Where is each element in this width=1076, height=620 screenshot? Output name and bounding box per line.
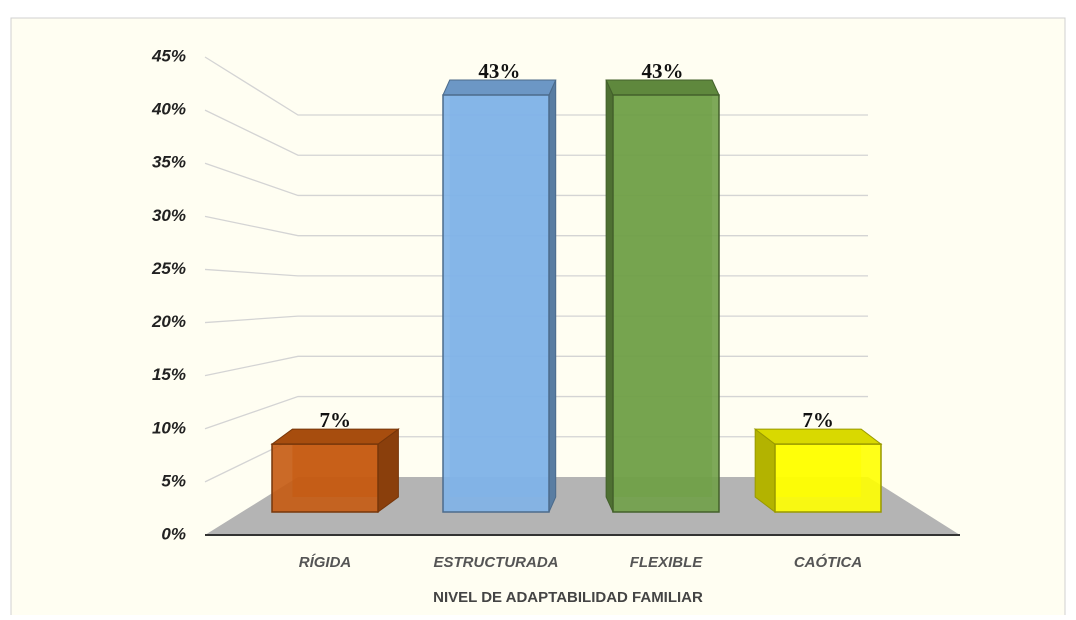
bar-front [774, 443, 882, 513]
y-tick-label: 25% [151, 259, 186, 278]
bar-front [612, 94, 720, 513]
value-label: 7% [319, 408, 351, 432]
bar-front [271, 443, 379, 513]
x-tick-label: CAÓTICA [794, 553, 862, 571]
bar-side [548, 79, 557, 513]
y-tick-label: 10% [152, 418, 186, 437]
y-tick-label: 0% [161, 524, 186, 543]
value-label: 7% [802, 408, 834, 432]
x-tick-label: FLEXIBLE [630, 554, 703, 571]
y-tick-label: 30% [152, 206, 186, 225]
bar [442, 79, 557, 513]
bar [753, 428, 883, 514]
bar-front [442, 94, 550, 513]
y-tick-label: 5% [161, 471, 186, 490]
y-tick-label: 20% [151, 312, 186, 331]
y-tick-label: 15% [152, 365, 186, 384]
bar [270, 428, 400, 513]
x-axis-label: NIVEL DE ADAPTABILIDAD FAMILIAR [433, 589, 703, 606]
bar [605, 79, 720, 513]
y-tick-label: 35% [152, 153, 186, 172]
y-tick-label: 40% [151, 100, 186, 119]
value-label: 43% [642, 59, 684, 83]
y-tick-label: 45% [151, 46, 186, 65]
bar-side [605, 79, 614, 513]
x-tick-label: ESTRUCTURADA [434, 554, 559, 571]
x-tick-label: RÍGIDA [299, 554, 352, 571]
value-label: 43% [478, 59, 520, 83]
